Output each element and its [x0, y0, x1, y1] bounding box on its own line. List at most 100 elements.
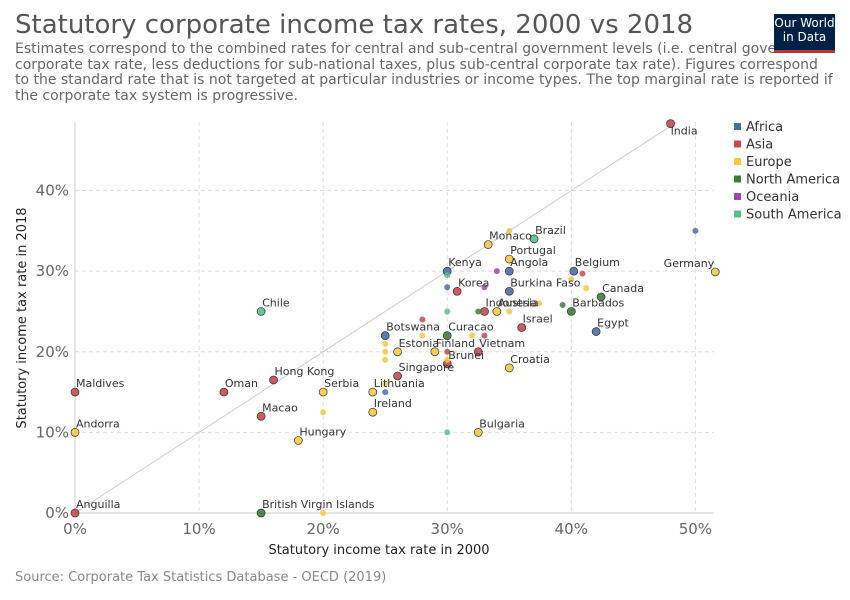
point-maldives[interactable]	[70, 387, 80, 397]
point-oman[interactable]	[219, 387, 229, 397]
point-label-canada: Canada	[602, 282, 644, 295]
point-unlabeled[interactable]	[568, 276, 575, 283]
point-unlabeled[interactable]	[444, 348, 451, 355]
x-tick-label: 10%	[182, 520, 215, 538]
point-brazil[interactable]	[529, 234, 539, 244]
x-equals-y-line	[74, 121, 678, 514]
owid-logo[interactable]: Our World in Data	[774, 14, 835, 53]
point-chile[interactable]	[256, 307, 266, 316]
point-finland[interactable]	[430, 347, 440, 357]
point-anguilla[interactable]	[70, 508, 80, 518]
point-label-korea: Korea	[458, 276, 489, 289]
point-barbados[interactable]	[566, 307, 576, 316]
legend-label-oceania[interactable]: Oceania	[746, 190, 799, 205]
legend-swatch-asia[interactable]	[734, 140, 741, 148]
chart-title: Statutory corporate income tax rates, 20…	[15, 10, 694, 40]
point-unlabeled[interactable]	[382, 356, 389, 363]
point-unlabeled[interactable]	[692, 227, 699, 234]
point-unlabeled[interactable]	[382, 348, 389, 355]
point-label-curacao: Curacao	[448, 321, 494, 334]
point-unlabeled[interactable]	[320, 510, 327, 516]
point-unlabeled[interactable]	[493, 268, 500, 275]
point-unlabeled[interactable]	[559, 302, 566, 309]
diagonal-reference-line	[74, 121, 678, 514]
point-canada[interactable]	[596, 292, 606, 302]
point-unlabeled[interactable]	[506, 308, 513, 315]
point-hungary[interactable]	[293, 436, 303, 445]
point-label-burkina-faso: Burkina Faso	[510, 276, 580, 289]
logo-line-2: in Data	[782, 30, 827, 44]
point-label-india: India	[671, 125, 698, 138]
point-portugal[interactable]	[504, 254, 514, 264]
point-unlabeled[interactable]	[382, 381, 389, 388]
point-unlabeled[interactable]	[444, 429, 451, 436]
point-unlabeled[interactable]	[481, 284, 488, 291]
point-unlabeled[interactable]	[444, 308, 451, 315]
point-vietnam[interactable]	[473, 347, 483, 357]
legend-swatch-north-america[interactable]	[734, 175, 741, 183]
point-unlabeled[interactable]	[506, 227, 513, 234]
point-unlabeled[interactable]	[444, 272, 451, 279]
point-unlabeled[interactable]	[444, 284, 451, 291]
point-label-hong-kong: Hong Kong	[275, 365, 335, 378]
legend-swatch-oceania[interactable]	[734, 193, 741, 200]
point-label-finland: Finland	[436, 337, 475, 350]
point-british-virgin-islands[interactable]	[256, 508, 266, 518]
x-tick-label: 0%	[63, 520, 87, 538]
point-croatia[interactable]	[504, 363, 514, 373]
legend-swatch-europe[interactable]	[734, 158, 741, 165]
point-unlabeled[interactable]	[419, 316, 426, 323]
point-label-serbia: Serbia	[324, 377, 359, 390]
gridlines	[75, 122, 714, 513]
point-botswana[interactable]	[380, 331, 390, 340]
point-unlabeled[interactable]	[536, 300, 543, 307]
legend-label-asia[interactable]: Asia	[746, 138, 773, 153]
point-burkina-faso[interactable]	[504, 286, 514, 296]
point-hong-kong[interactable]	[269, 375, 278, 385]
point-serbia[interactable]	[318, 387, 328, 397]
point-unlabeled[interactable]	[320, 409, 327, 416]
point-unlabeled[interactable]	[583, 285, 590, 292]
point-bulgaria[interactable]	[473, 428, 483, 437]
point-estonia[interactable]	[393, 347, 402, 357]
point-label-maldives: Maldives	[76, 377, 125, 390]
legend-label-north-america[interactable]: North America	[746, 173, 840, 188]
point-angola[interactable]	[504, 266, 514, 276]
point-unlabeled[interactable]	[579, 270, 586, 277]
legend-label-south-america[interactable]: South America	[746, 208, 842, 223]
point-macao[interactable]	[256, 411, 266, 421]
point-label-kenya: Kenya	[448, 256, 482, 269]
point-egypt[interactable]	[591, 327, 601, 336]
point-korea[interactable]	[452, 286, 462, 296]
logo-line-1: Our World	[774, 16, 835, 30]
point-andorra[interactable]	[70, 428, 80, 437]
point-unlabeled[interactable]	[382, 340, 389, 347]
legend-label-europe[interactable]: Europe	[746, 155, 792, 170]
legend[interactable]: Africa Asia Europe North America Oceania Sout…	[734, 120, 842, 223]
point-unlabeled[interactable]	[469, 332, 476, 339]
axes: 0% 10% 20% 30% 40% 0% 10% 20% 30% 40% 50%	[36, 122, 714, 538]
legend-label-africa[interactable]: Africa	[746, 120, 783, 135]
point-germany[interactable]	[710, 267, 720, 277]
point-label-vietnam: Vietnam	[479, 337, 525, 350]
point-label-portugal: Portugal	[510, 244, 556, 257]
point-lithuania[interactable]	[368, 387, 378, 397]
point-singapore[interactable]	[393, 371, 402, 381]
point-unlabeled[interactable]	[419, 332, 426, 339]
point-monaco[interactable]	[483, 240, 493, 249]
point-label-andorra: Andorra	[76, 417, 120, 430]
point-india[interactable]	[666, 119, 675, 128]
point-unlabeled[interactable]	[382, 389, 389, 396]
point-belgium[interactable]	[569, 266, 579, 276]
point-unlabeled[interactable]	[481, 332, 488, 339]
point-curacao[interactable]	[442, 331, 452, 340]
legend-swatch-africa[interactable]	[734, 123, 741, 130]
point-unlabeled[interactable]	[475, 308, 482, 315]
point-unlabeled[interactable]	[444, 356, 451, 363]
legend-swatch-south-america[interactable]	[734, 210, 741, 218]
point-israel[interactable]	[517, 323, 527, 332]
point-label-croatia: Croatia	[510, 353, 550, 366]
point-austria[interactable]	[492, 307, 502, 316]
data-points	[70, 119, 720, 518]
point-ireland[interactable]	[368, 407, 378, 417]
